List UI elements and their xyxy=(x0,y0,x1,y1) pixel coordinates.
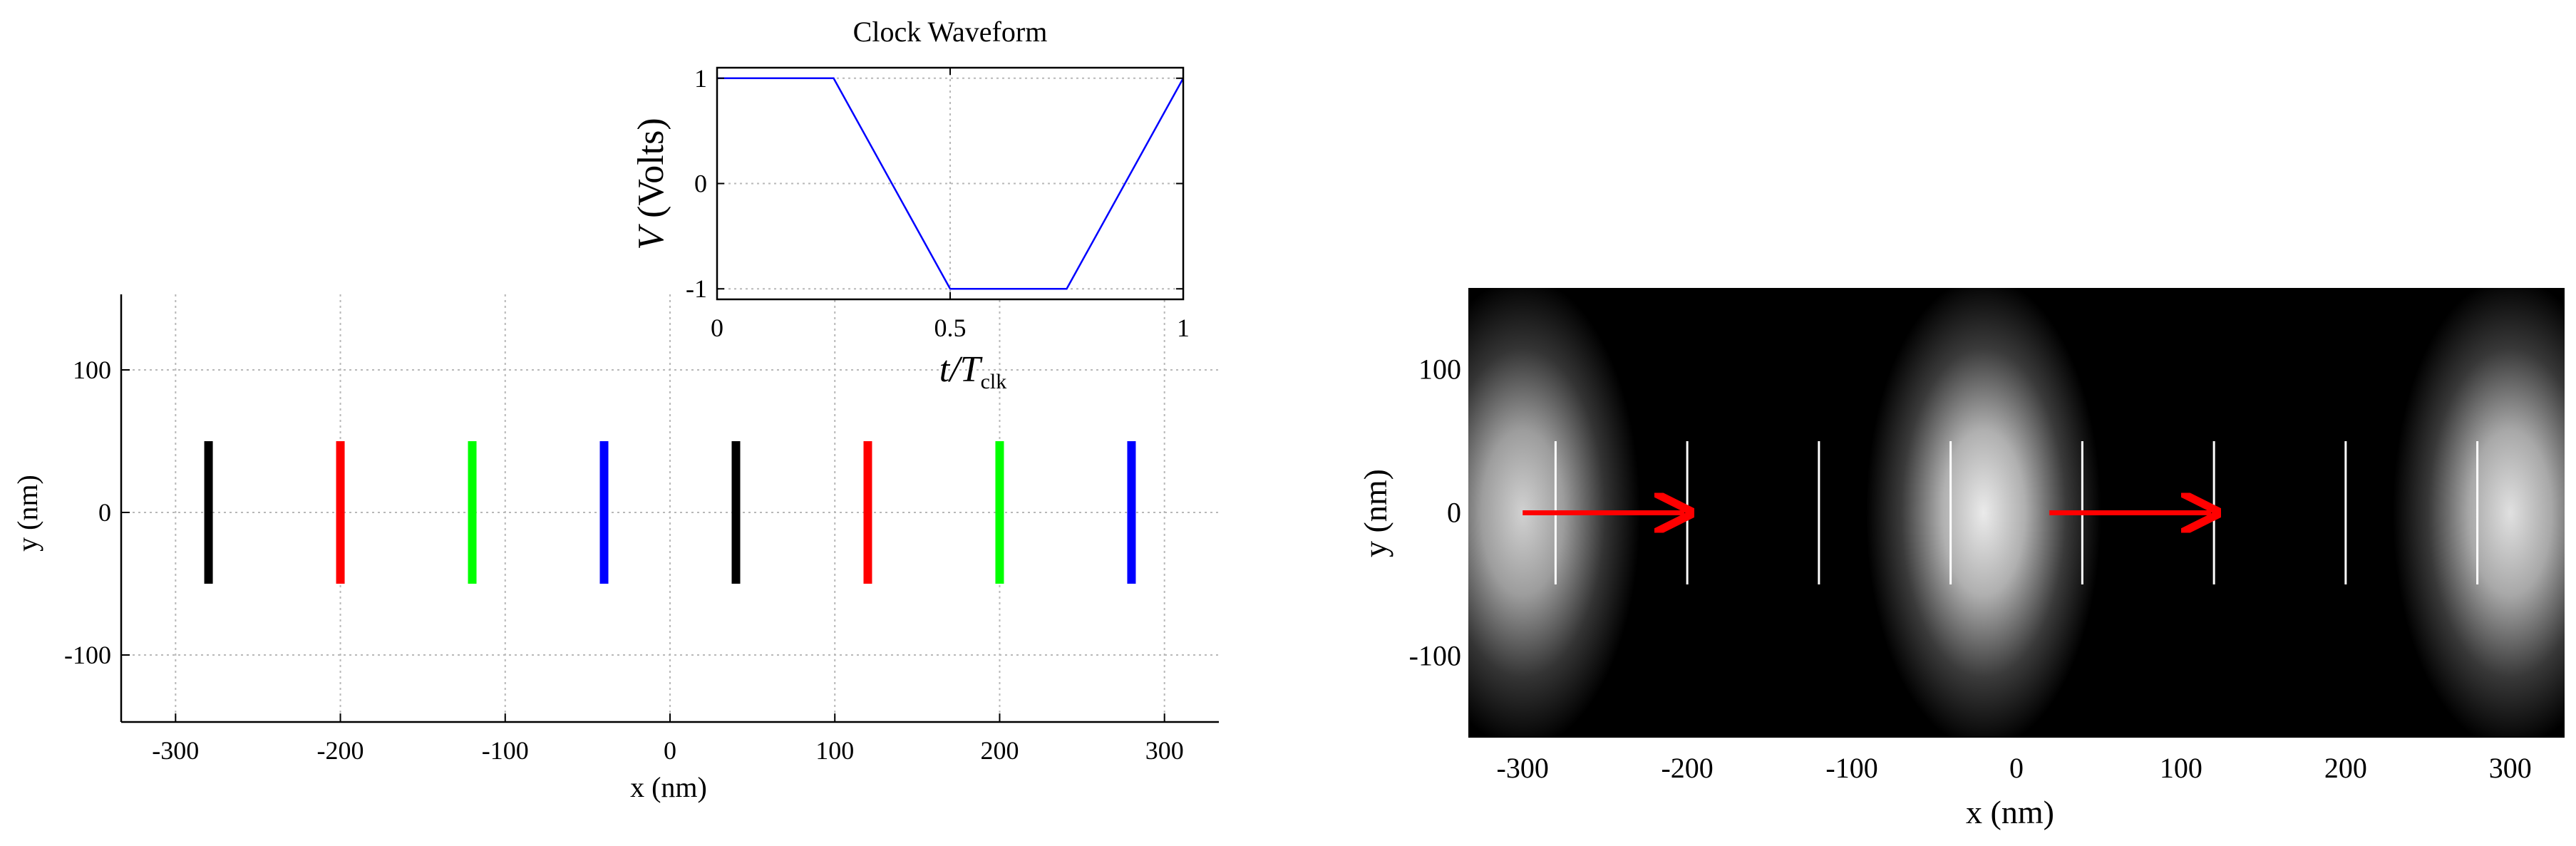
p3-ytick-label: 0 xyxy=(1447,497,1461,529)
p1-ytick-label: -100 xyxy=(64,641,111,669)
p1-xtick-label: 0 xyxy=(664,736,676,765)
clock-waveform-chart: Clock Waveform t/Tclk V (Volts) 0 0.5 1-10… xyxy=(631,16,1190,393)
p2-ytick-label: -1 xyxy=(686,274,707,303)
p1-ytick-label: 100 xyxy=(73,356,111,384)
p3-ytick-label: 100 xyxy=(1418,354,1461,386)
p2-xtick-label: 0.5 xyxy=(934,314,967,342)
p3-xtick-label: -200 xyxy=(1661,752,1713,784)
p2-xlabel: t/Tclk xyxy=(939,349,1006,393)
p3-xtick-label: -100 xyxy=(1825,752,1877,784)
p1-xtick-label: -300 xyxy=(152,736,199,765)
p3-xtick-label: 200 xyxy=(2324,752,2367,784)
p2-ylabel-var: V xyxy=(631,224,671,250)
p1-xtick-label: -100 xyxy=(482,736,529,765)
p1-xtick-label: -200 xyxy=(317,736,364,765)
p3-ytick-label: -100 xyxy=(1409,639,1461,671)
p2-xlabel-sub: clk xyxy=(981,370,1007,393)
p2-series-line-0 xyxy=(717,77,1185,290)
p1-xlabel: x (nm) xyxy=(630,771,707,803)
p1-xtick-label: 100 xyxy=(815,736,854,765)
p1-ylabel: y (nm) xyxy=(11,475,43,552)
p2-xtick-label: 0 xyxy=(711,314,723,342)
p3-xtick-label: -300 xyxy=(1497,752,1549,784)
p2-title: Clock Waveform xyxy=(853,16,1048,48)
p3-xtick-label: 0 xyxy=(2009,752,2024,784)
p2-xlabel-main: t/T xyxy=(939,349,983,390)
p3-density-blob-2 xyxy=(2392,288,2565,738)
p1-xtick-label: 300 xyxy=(1145,736,1184,765)
p3-ylabel: y (nm) xyxy=(1357,469,1393,557)
charge-density-chart: x (nm) y (nm) -300 -200 -100 0 100 200 300 -100… xyxy=(1357,288,2565,830)
p1-xtick-label: 200 xyxy=(980,736,1019,765)
p3-xtick-label: 300 xyxy=(2489,752,2532,784)
p1-grid xyxy=(121,294,1219,722)
p1-ytick-label: 0 xyxy=(98,498,111,527)
p2-ylabel: V (Volts) xyxy=(631,118,671,249)
electrode-layout-chart: x (nm) y (nm) -300 -200 -100 0 100 200 300-100… xyxy=(11,294,1219,803)
p2-ytick-label: 0 xyxy=(694,170,707,198)
p2-xtick-label: 1 xyxy=(1177,314,1190,342)
p3-xtick-label: 100 xyxy=(2160,752,2203,784)
p3-density-blob-1 xyxy=(1865,288,2101,738)
p2-ytick-label: 1 xyxy=(694,64,707,93)
p2-ylabel-unit: (Volts) xyxy=(631,118,671,227)
p3-xlabel: x (nm) xyxy=(1966,794,2054,830)
